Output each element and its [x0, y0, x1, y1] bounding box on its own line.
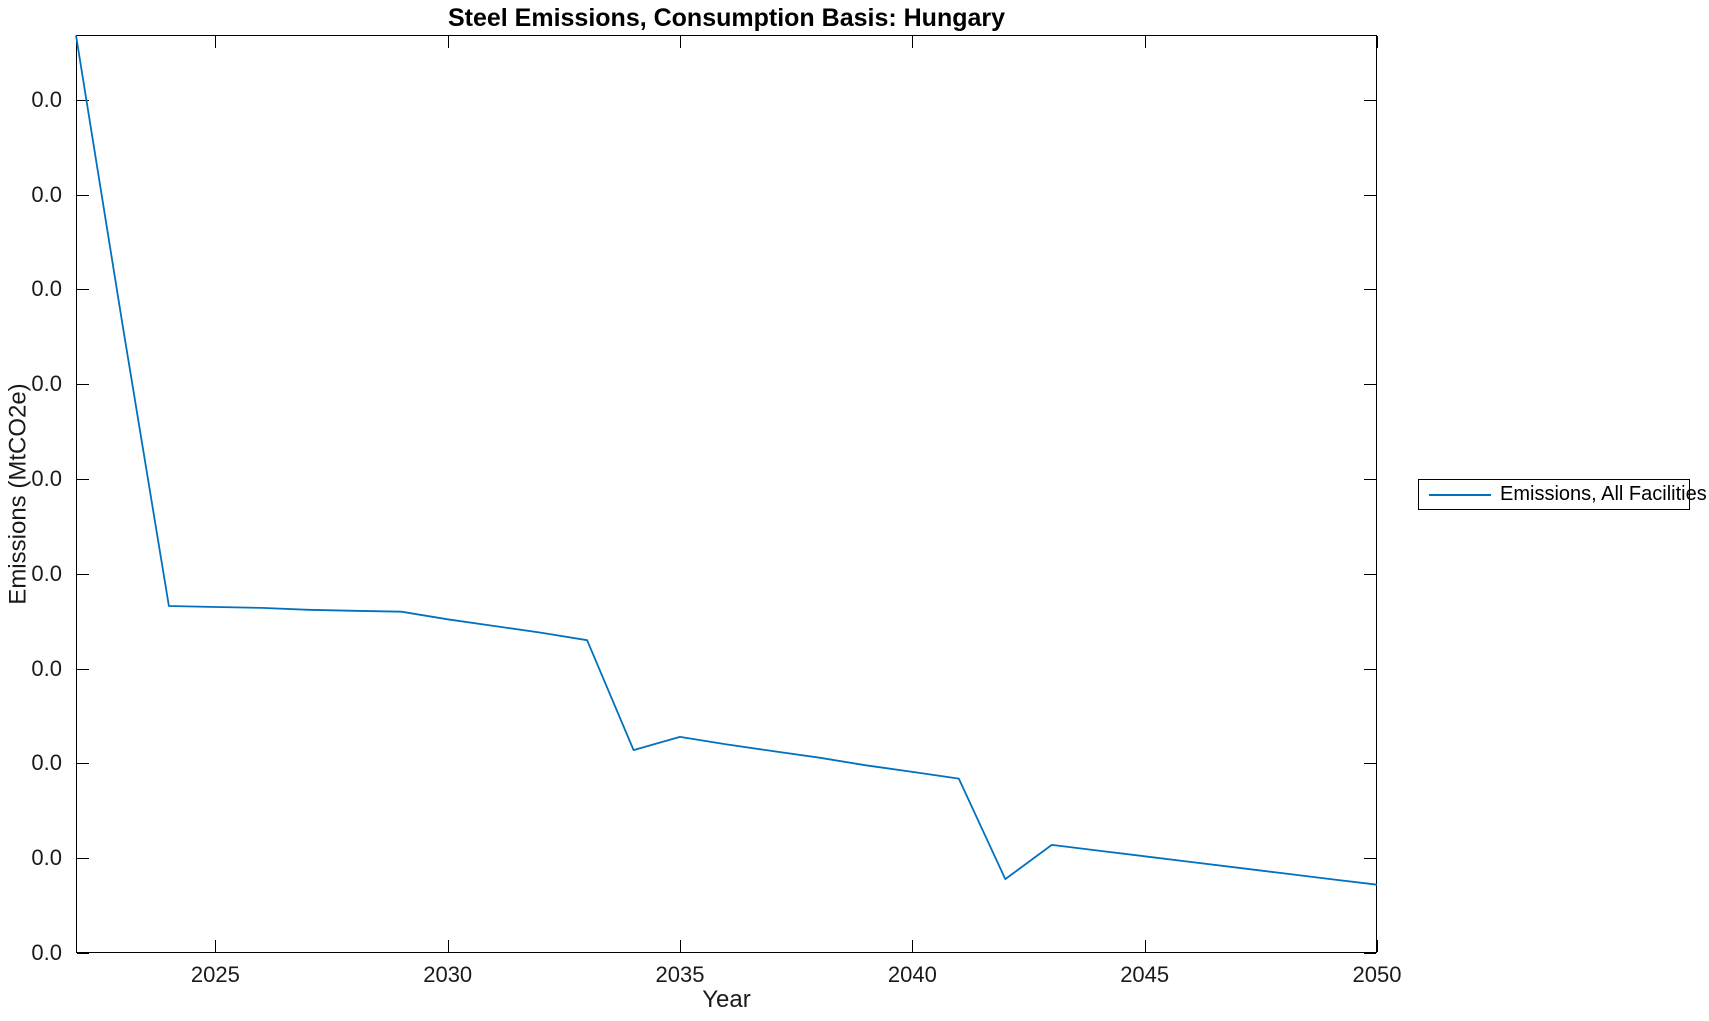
y-tick-label: 0.0 [31, 181, 62, 207]
y-tick-label: 0.0 [31, 276, 62, 302]
y-tick-label: 0.0 [31, 940, 62, 965]
emissions-line [75, 35, 1378, 886]
legend: Emissions, All Facilities [1418, 479, 1707, 510]
y-tick-label: 0.0 [31, 371, 62, 397]
y-tick-label: 0.0 [31, 845, 62, 871]
x-tick-label: 2040 [887, 962, 937, 987]
chart-title: Steel Emissions, Consumption Basis: Hung… [447, 4, 1006, 32]
x-tick-label: 2045 [1120, 962, 1170, 987]
y-axis-label: Emissions (MtCO2e) [5, 383, 32, 605]
x-axis-label: Year [702, 986, 751, 1013]
x-tick-label: 2050 [1352, 962, 1402, 987]
y-tick-label: 0.0 [31, 466, 62, 492]
plot-area [75, 35, 1378, 954]
y-axis-label-wrap: Emissions (MtCO2e) [0, 35, 38, 953]
tick-marks [77, 36, 1378, 954]
x-tick-label: 2025 [190, 962, 240, 987]
legend-label: Emissions, All Facilities [1500, 483, 1707, 505]
plot-border [76, 35, 1377, 953]
x-tick-label: 2035 [655, 962, 705, 987]
y-tick-label: 0.0 [31, 750, 62, 776]
x-tick-label: 2030 [423, 962, 473, 987]
plot-svg [75, 35, 1378, 954]
y-tick-label: 0.0 [31, 655, 62, 681]
legend-line-sample [1429, 493, 1491, 496]
y-tick-label: 0.0 [31, 560, 62, 586]
y-tick-label: 0.0 [31, 86, 62, 112]
